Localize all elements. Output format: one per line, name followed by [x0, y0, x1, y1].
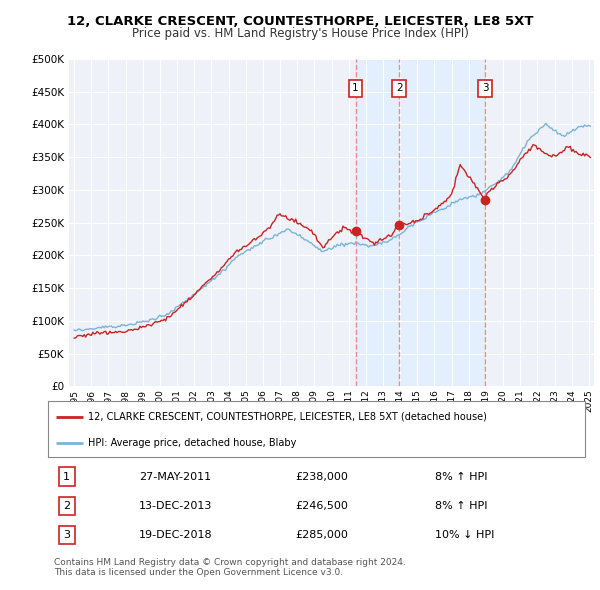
Text: 12, CLARKE CRESCENT, COUNTESTHORPE, LEICESTER, LE8 5XT: 12, CLARKE CRESCENT, COUNTESTHORPE, LEIC… [67, 15, 533, 28]
Text: 27-MAY-2011: 27-MAY-2011 [139, 471, 211, 481]
Text: HPI: Average price, detached house, Blaby: HPI: Average price, detached house, Blab… [88, 438, 296, 448]
Text: Contains HM Land Registry data © Crown copyright and database right 2024.: Contains HM Land Registry data © Crown c… [54, 558, 406, 566]
Text: 8% ↑ HPI: 8% ↑ HPI [434, 471, 487, 481]
Text: Price paid vs. HM Land Registry's House Price Index (HPI): Price paid vs. HM Land Registry's House … [131, 27, 469, 40]
Text: 10% ↓ HPI: 10% ↓ HPI [434, 530, 494, 540]
Text: 13-DEC-2013: 13-DEC-2013 [139, 501, 212, 511]
Text: 1: 1 [63, 471, 70, 481]
Text: 2: 2 [396, 83, 403, 93]
Text: £238,000: £238,000 [295, 471, 348, 481]
Text: 1: 1 [352, 83, 359, 93]
Text: £285,000: £285,000 [295, 530, 348, 540]
Text: This data is licensed under the Open Government Licence v3.0.: This data is licensed under the Open Gov… [54, 568, 343, 577]
Text: 3: 3 [63, 530, 70, 540]
Text: £246,500: £246,500 [295, 501, 348, 511]
Text: 3: 3 [482, 83, 488, 93]
Text: 2: 2 [63, 501, 70, 511]
Bar [356, 59, 485, 386]
Text: 8% ↑ HPI: 8% ↑ HPI [434, 501, 487, 511]
Text: 19-DEC-2018: 19-DEC-2018 [139, 530, 213, 540]
Text: 12, CLARKE CRESCENT, COUNTESTHORPE, LEICESTER, LE8 5XT (detached house): 12, CLARKE CRESCENT, COUNTESTHORPE, LEIC… [88, 412, 487, 422]
